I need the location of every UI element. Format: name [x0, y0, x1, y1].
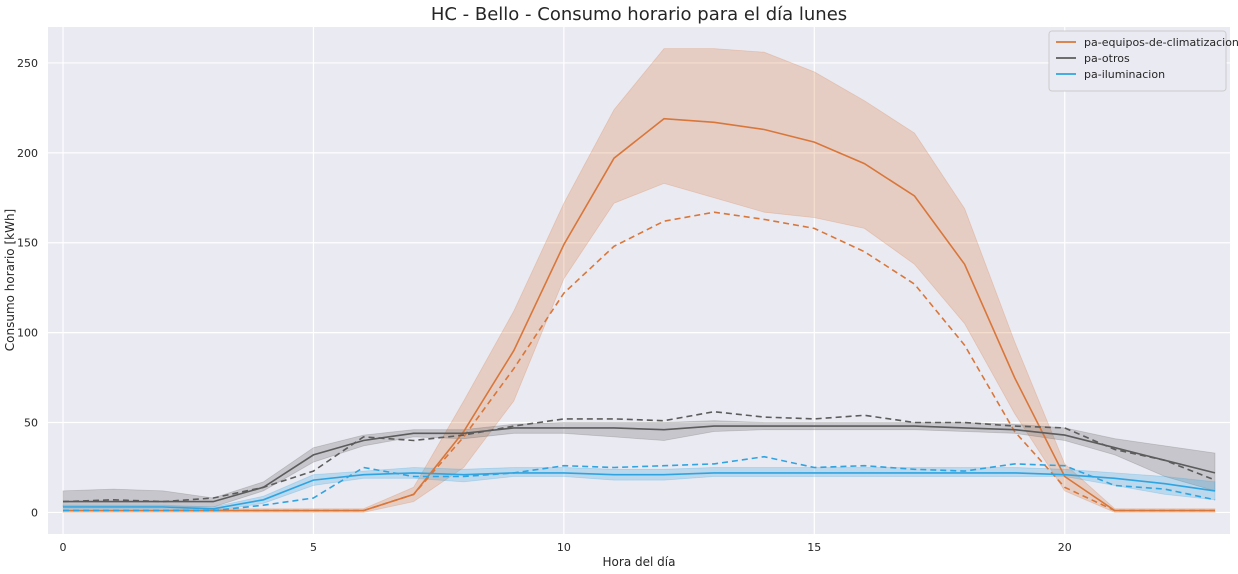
y-tick-label: 250 — [17, 57, 38, 70]
mean-line-pa-equipos-de-climatizacion — [63, 117, 1215, 512]
x-tick-labels: 0 5 10 15 20 — [60, 541, 1072, 554]
x-tick-label: 15 — [807, 541, 821, 554]
mean-line-pa-otros — [63, 425, 1216, 503]
legend-box — [1048, 30, 1227, 92]
legend-label: pa-equipos-de-climatizacion — [1084, 36, 1238, 49]
y-tick-label: 0 — [31, 506, 38, 519]
legend-label: pa-iluminacion — [1084, 68, 1165, 81]
plot-background — [48, 27, 1230, 534]
mean-line-pa-iluminacion — [63, 472, 1216, 510]
y-axis-label: Consumo horario [kWh] — [3, 209, 17, 351]
median-line-pa-iluminacion — [63, 455, 1216, 512]
x-tick-label: 5 — [310, 541, 317, 554]
y-tick-label: 150 — [17, 237, 38, 250]
x-axis-label: Hora del día — [603, 555, 676, 569]
legend-label: pa-otros — [1084, 52, 1130, 65]
legend: pa-equipos-de-climatizacion pa-otros pa-il… — [1048, 30, 1238, 92]
x-tick-label: 0 — [60, 541, 67, 554]
band-pa-equipos-de-climatizacion — [62, 48, 1216, 513]
y-tick-label: 50 — [24, 417, 38, 430]
chart-title: HC - Bello - Consumo horario para el día… — [431, 4, 847, 25]
series-lines — [62, 117, 1216, 512]
x-tick-label: 20 — [1058, 541, 1072, 554]
y-tick-label: 200 — [17, 147, 38, 160]
grid — [48, 27, 1230, 534]
x-tick-label: 10 — [557, 541, 571, 554]
y-tick-label: 100 — [17, 327, 38, 340]
y-tick-labels: 0 50 100 150 200 250 — [17, 57, 38, 519]
